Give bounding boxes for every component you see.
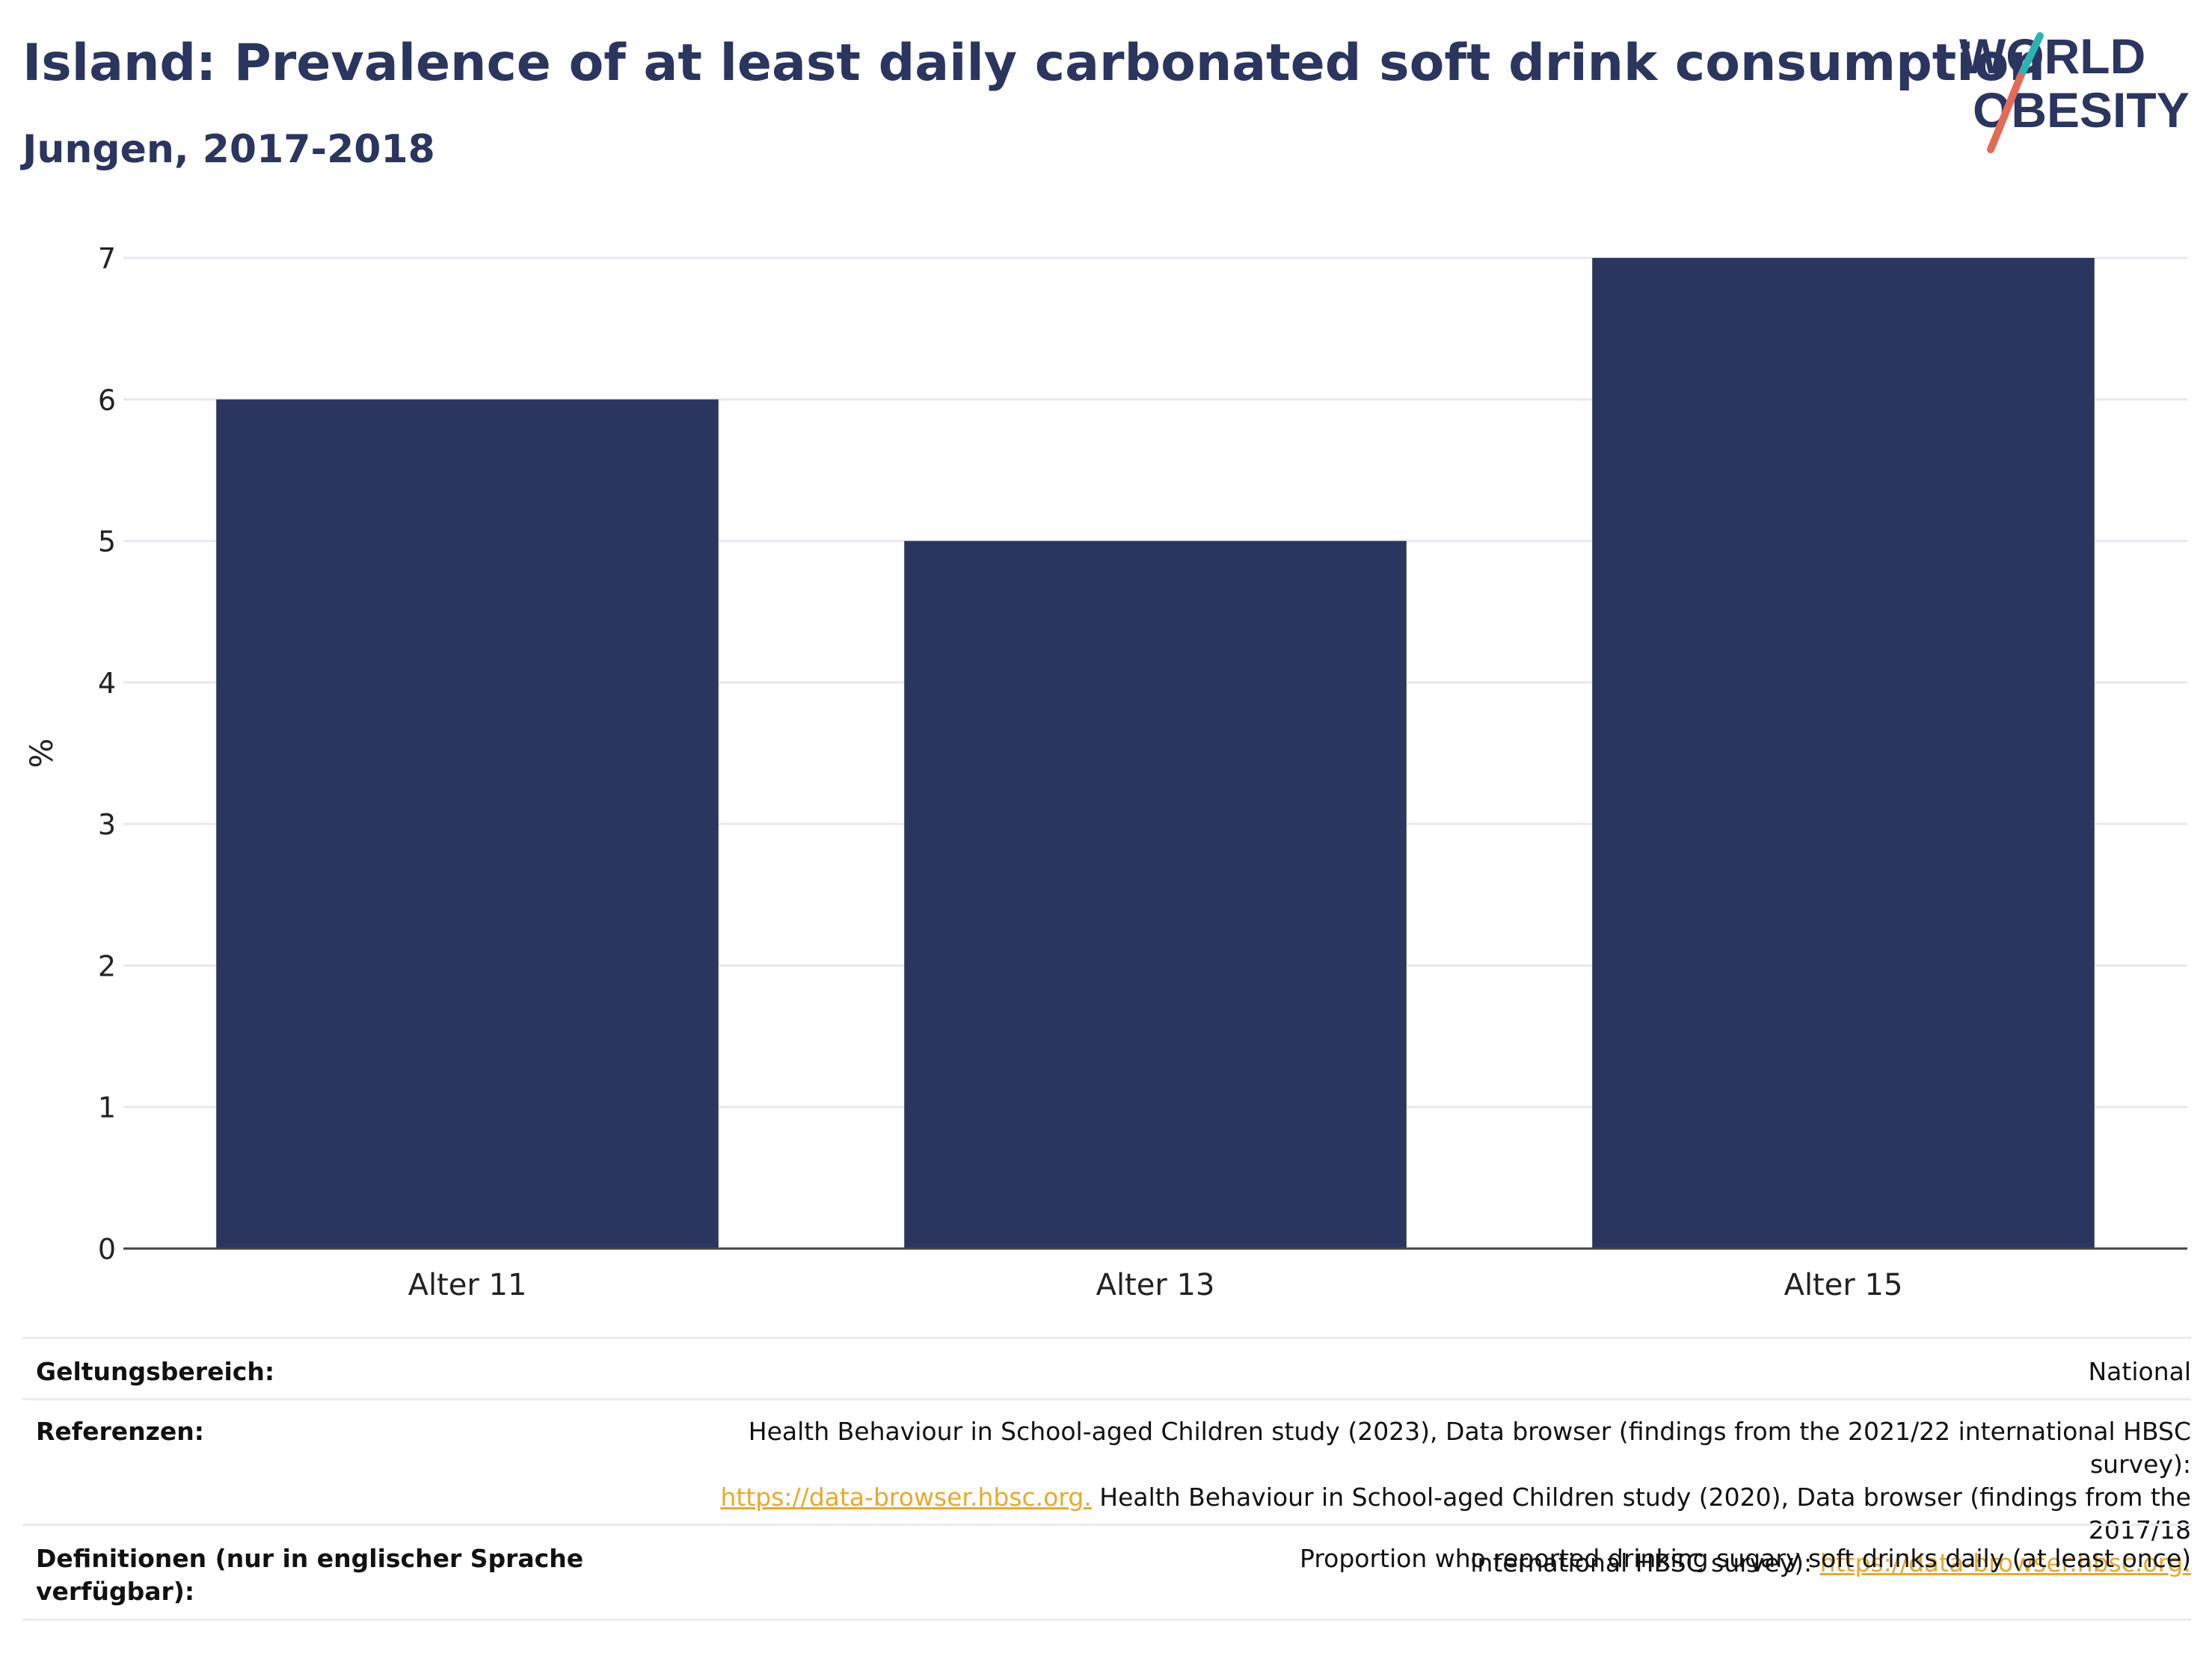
references-value: Health Behaviour in School-aged Children… xyxy=(658,1415,2191,1580)
references-label: Referenzen: xyxy=(36,1417,204,1446)
y-tick-label: 0 xyxy=(98,1233,116,1266)
y-tick-label: 7 xyxy=(98,242,116,275)
x-tick-label: Alter 11 xyxy=(408,1268,527,1302)
references-line-3: international HBSC survey): https://data… xyxy=(658,1547,2191,1580)
meta-row-scope: Geltungsbereich: National xyxy=(22,1337,2191,1400)
meta-row-references: Referenzen: Health Behaviour in School-a… xyxy=(22,1398,2191,1577)
references-line-2: https://data-browser.hbsc.org. Health Be… xyxy=(658,1481,2191,1547)
x-tick-label: Alter 13 xyxy=(1096,1268,1215,1302)
logo-slash-coral xyxy=(1987,73,2024,153)
scope-value: National xyxy=(2088,1357,2191,1386)
y-tick-label: 1 xyxy=(98,1092,116,1124)
logo-word-world: WORLD xyxy=(1959,28,2145,84)
world-obesity-logo: WORLD OBESITY xyxy=(1959,28,2190,153)
chart-subtitle: Jungen, 2017-2018 xyxy=(22,127,435,172)
references-line-3-text: international HBSC survey): xyxy=(1470,1548,1820,1577)
bar xyxy=(904,541,1407,1249)
references-link-2[interactable]: https://data-browser.hbsc.org. xyxy=(1819,1548,2191,1577)
references-line-2-text: Health Behaviour in School-aged Children… xyxy=(1091,1483,2191,1545)
y-tick-label: 6 xyxy=(98,384,116,416)
bar-chart: 0 1 2 3 4 5 6 7% Alter 11 Alter 13 Alter 15 xyxy=(23,242,2187,1302)
bar xyxy=(216,399,719,1249)
y-tick-label: 3 xyxy=(98,808,116,841)
meta-row-definitions: Definitionen (nur in englischer Sprache … xyxy=(22,1524,2191,1621)
y-tick-label: 2 xyxy=(98,949,116,982)
y-tick-label: 4 xyxy=(98,667,116,700)
references-link-1[interactable]: https://data-browser.hbsc.org. xyxy=(720,1483,1092,1512)
scope-label: Geltungsbereich: xyxy=(36,1357,275,1386)
y-tick-label: 5 xyxy=(98,526,116,558)
definitions-value: Proportion who reported drinking sugary … xyxy=(1300,1544,2191,1573)
bar xyxy=(1592,258,2095,1249)
chart-title: Island: Prevalence of at least daily car… xyxy=(22,34,2045,93)
logo-slash-teal xyxy=(2017,32,2044,80)
references-line-1: Health Behaviour in School-aged Children… xyxy=(748,1417,2191,1479)
definitions-label: Definitionen (nur in englischer Sprache … xyxy=(36,1544,584,1606)
y-axis-label: % xyxy=(23,739,60,769)
x-tick-label: Alter 15 xyxy=(1784,1268,1903,1302)
